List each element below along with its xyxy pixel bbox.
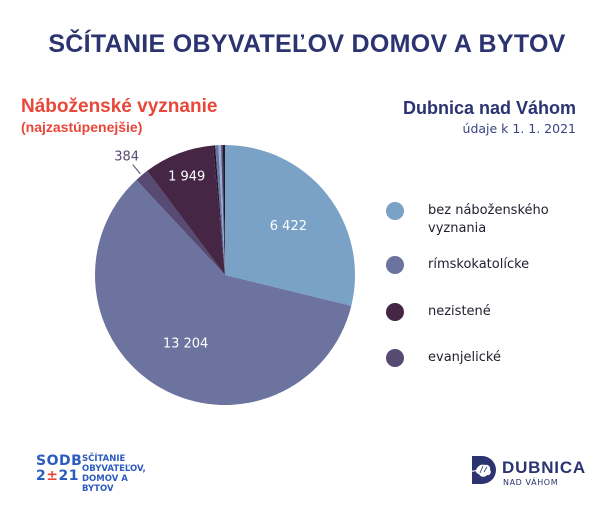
pie-value-label: 6 422 xyxy=(270,219,307,234)
legend-dot-icon xyxy=(386,256,404,274)
pie-slice xyxy=(215,145,225,275)
data-date: údaje k 1. 1. 2021 xyxy=(462,121,576,136)
pie-slice xyxy=(218,145,225,275)
legend-dot-icon xyxy=(386,349,404,367)
legend-label: bez náboženského vyznania xyxy=(428,203,549,236)
sodb-logo-text: SČÍTANIE OBYVATEĽOV, DOMOV A BYTOV xyxy=(82,454,146,494)
pie-slices xyxy=(94,145,355,406)
legend-dot-icon xyxy=(386,303,404,321)
legend-label: rímskokatolícke xyxy=(428,257,530,272)
pie-slice xyxy=(225,145,355,306)
page-title: SČÍTANIE OBYVATEĽOV DOMOV A BYTOV xyxy=(48,30,566,58)
pie-labels: 6 422 13 204 384 1 949 xyxy=(114,150,307,352)
dubnica-subtitle: NAD VÁHOM xyxy=(503,478,559,487)
dubnica-oak-leaf-icon xyxy=(466,456,496,484)
chart-subtitle: Náboženské vyznanie (najzastúpenejšie) xyxy=(21,96,217,136)
dubnica-name: DUBNICA xyxy=(502,458,586,477)
sodb-line2: 2±21 xyxy=(36,468,79,484)
sodb-line1: SODB xyxy=(36,453,83,469)
location-header: Dubnica nad Váhom údaje k 1. 1. 2021 xyxy=(403,97,576,139)
pie-slice xyxy=(220,145,225,275)
pie-slice xyxy=(136,170,225,275)
legend-label: evanjelické xyxy=(428,350,501,365)
city-name: Dubnica nad Váhom xyxy=(402,98,576,118)
subtitle-note: (najzastúpenejšie) xyxy=(21,119,143,135)
subtitle-main: Náboženské vyznanie xyxy=(21,96,218,117)
pie-value-label: 13 204 xyxy=(163,336,209,351)
pie-value-label: 1 949 xyxy=(168,170,205,185)
legend-dot-icon xyxy=(386,202,404,220)
sodb-logo-mark: SODB 2±21 xyxy=(36,454,82,484)
legend-label: nezistené xyxy=(428,304,491,319)
pie-slice xyxy=(147,145,225,275)
pie-slice xyxy=(212,145,225,275)
pie-value-label: 384 xyxy=(114,150,139,165)
pie-slice xyxy=(222,145,225,275)
pie-slice xyxy=(94,179,352,406)
